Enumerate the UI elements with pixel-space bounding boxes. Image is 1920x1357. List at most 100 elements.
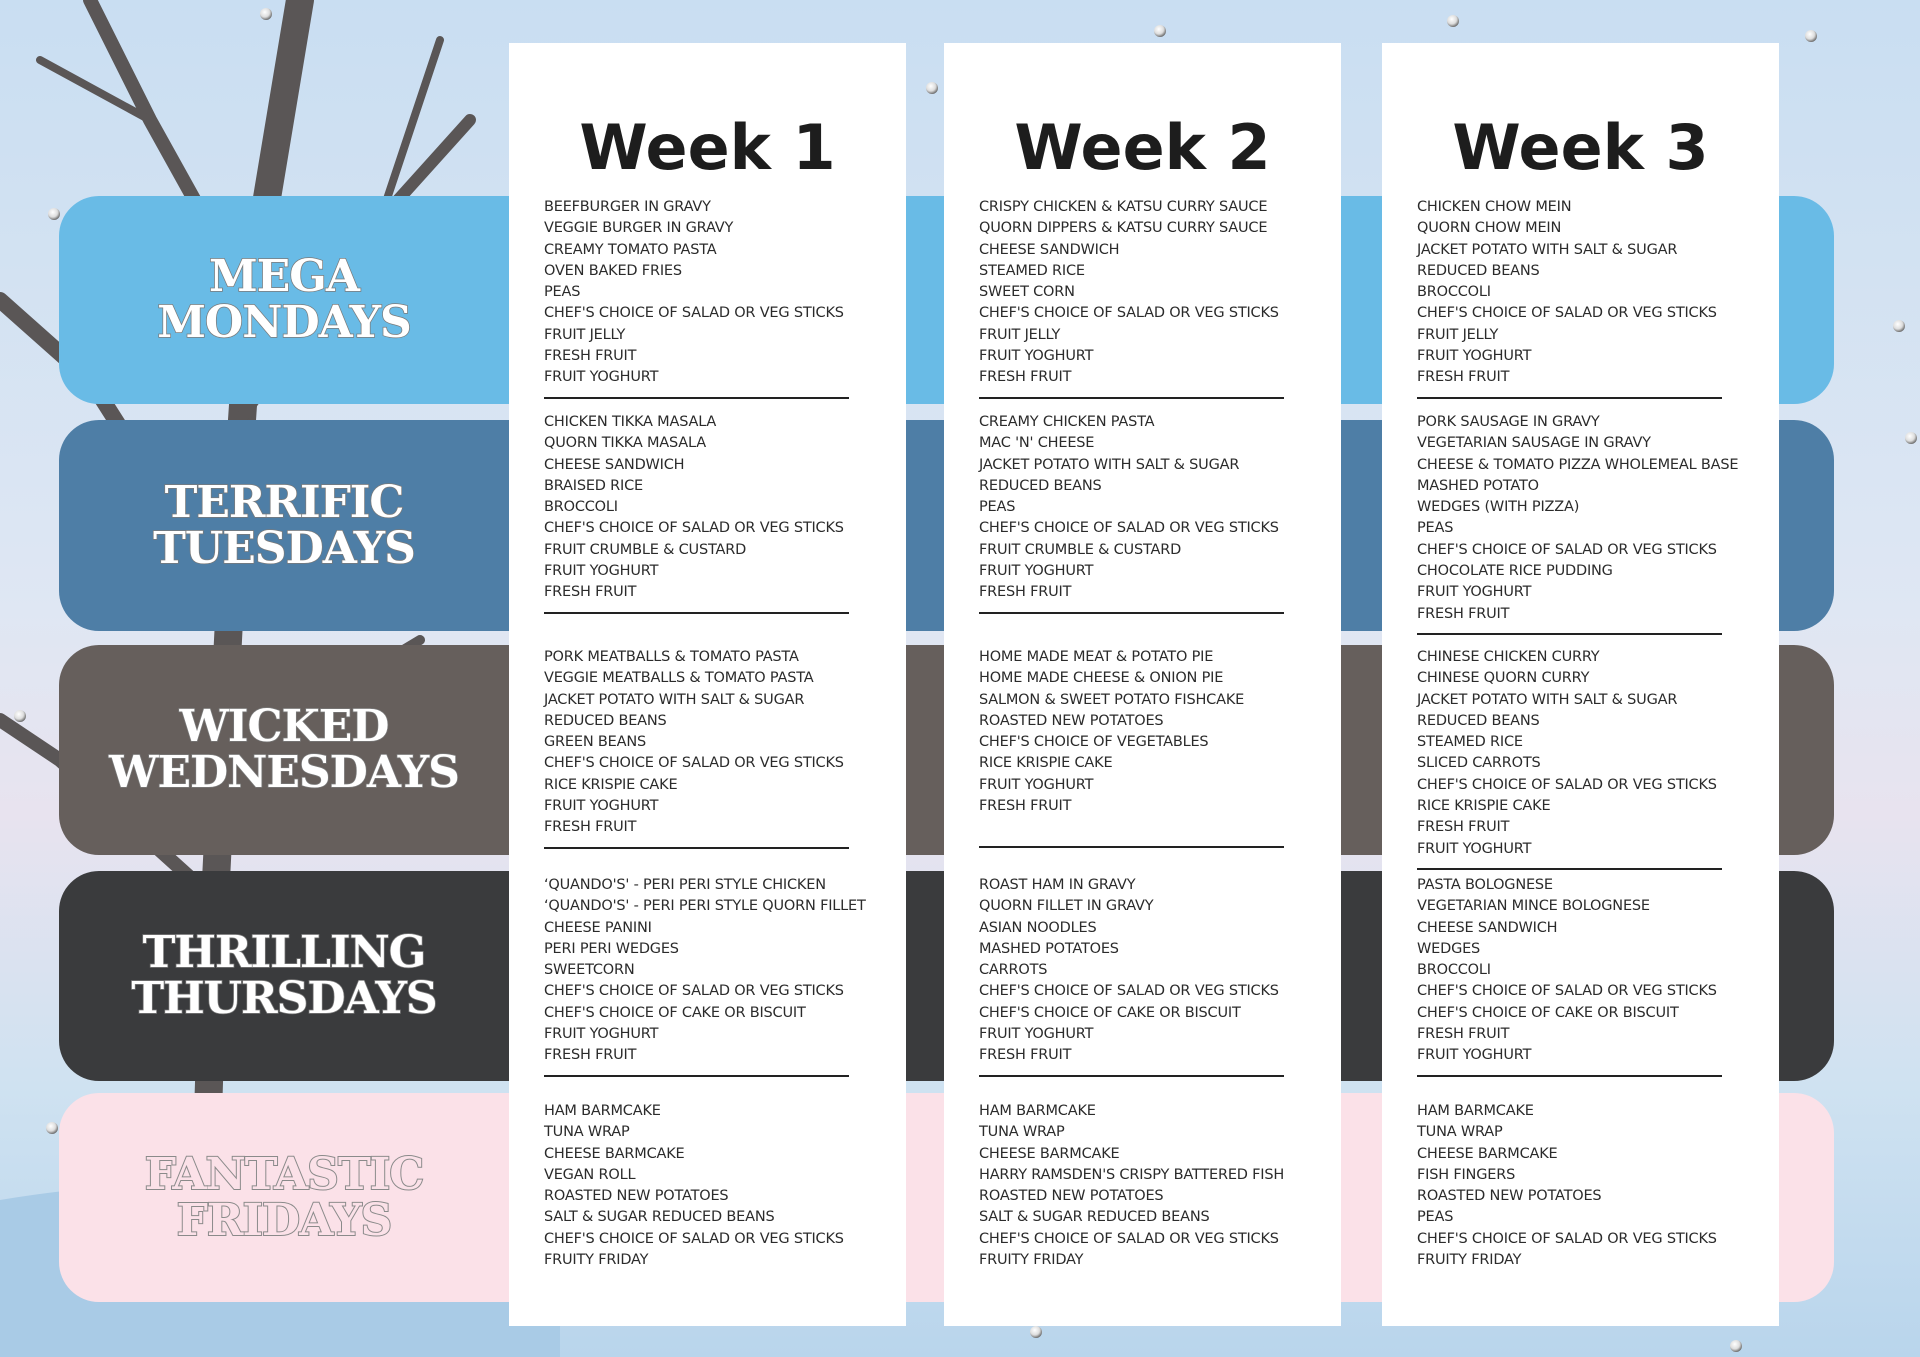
menu-list: ROAST HAM IN GRAVY QUORN FILLET IN GRAVY A…: [979, 875, 1284, 1067]
menu-item: ROASTED NEW POTATOES: [979, 1188, 1164, 1205]
day-menu: ROAST HAM IN GRAVY QUORN FILLET IN GRAVY A…: [979, 875, 1284, 1077]
menu-item: JACKET POTATO WITH SALT & SUGAR: [544, 691, 805, 708]
menu-item: CHEF'S CHOICE OF CAKE OR BISCUIT: [979, 1004, 1241, 1021]
menu-item: QUORN TIKKA MASALA: [544, 435, 706, 452]
menu-item: RICE KRISPIE CAKE: [544, 776, 678, 793]
divider: [979, 1074, 1284, 1077]
snowflake-icon: [46, 1122, 58, 1134]
menu-item: SALT & SUGAR REDUCED BEANS: [979, 1209, 1210, 1226]
menu-item: CHEF'S CHOICE OF SALAD OR VEG STICKS: [1417, 983, 1717, 1000]
menu-item: ROASTED NEW POTATOES: [979, 712, 1164, 729]
menu-item: FRUIT YOGHURT: [544, 563, 659, 580]
menu-item: GREEN BEANS: [544, 734, 646, 751]
menu-item: WEDGES (WITH PIZZA): [1417, 499, 1580, 516]
menu-item: CHEF'S CHOICE OF SALAD OR VEG STICKS: [544, 520, 844, 537]
snowflake-icon: [1893, 320, 1905, 332]
divider: [544, 1074, 849, 1077]
menu-item: REDUCED BEANS: [544, 712, 667, 729]
divider: [1417, 632, 1722, 635]
day-label-thursday: THRILLING THURSDAYS: [131, 927, 439, 1024]
menu-item: FRUITY FRIDAY: [544, 1252, 649, 1269]
day-menu: HAM BARMCAKE TUNA WRAP CHEESE BARMCAKE FISH…: [1417, 1101, 1717, 1292]
menu-item: FRUITY FRIDAY: [979, 1252, 1084, 1269]
menu-item: CHEF'S CHOICE OF SALAD OR VEG STICKS: [544, 1230, 844, 1247]
menu-item: SALT & SUGAR REDUCED BEANS: [544, 1209, 775, 1226]
menu-item: PORK MEATBALLS & TOMATO PASTA: [544, 649, 799, 665]
day-menu: CHINESE CHICKEN CURRY CHINESE QUORN CURRY…: [1417, 647, 1722, 870]
menu-item: ASIAN NOODLES: [979, 919, 1097, 936]
menu-item: VEGGIE MEATBALLS & TOMATO PASTA: [544, 670, 814, 687]
menu-item: OVEN BAKED FRIES: [544, 262, 682, 279]
menu-item: FRESH FRUIT: [544, 819, 637, 836]
day-menu: CHICKEN TIKKA MASALA QUORN TIKKA MASALA CH…: [544, 412, 849, 614]
menu-item: JACKET POTATO WITH SALT & SUGAR: [1417, 691, 1678, 708]
menu-item: SALMON & SWEET POTATO FISHCAKE: [979, 691, 1245, 708]
menu-item: FRUIT JELLY: [544, 326, 626, 343]
menu-item: BROCCOLI: [1417, 962, 1491, 979]
day-menu: CHICKEN CHOW MEIN QUORN CHOW MEIN JACKET P…: [1417, 197, 1722, 399]
menu-item: CHEF'S CHOICE OF SALAD OR VEG STICKS: [1417, 1230, 1717, 1247]
menu-item: PEAS: [544, 284, 581, 301]
day-label-friday: FANTASTIC FRIDAYS: [144, 1148, 426, 1246]
menu-item: CHEF'S CHOICE OF SALAD OR VEG STICKS: [979, 305, 1279, 322]
menu-item: VEGETARIAN MINCE BOLOGNESE: [1417, 898, 1650, 915]
snowflake-icon: [14, 710, 26, 722]
menu-item: ROASTED NEW POTATOES: [1417, 1188, 1602, 1205]
menu-item: CREAMY TOMATO PASTA: [544, 241, 717, 258]
menu-item: FRESH FRUIT: [1417, 369, 1510, 386]
menu-item: ‘QUANDO'S' - PERI PERI STYLE QUORN FILLE…: [544, 898, 866, 915]
menu-item: FRESH FRUIT: [1417, 819, 1510, 836]
menu-item: PEAS: [1417, 520, 1454, 537]
menu-item: FRUIT YOGHURT: [979, 776, 1094, 793]
menu-item: CHICKEN TIKKA MASALA: [544, 414, 717, 430]
divider: [544, 396, 849, 399]
menu-list: PORK SAUSAGE IN GRAVY VEGETARIAN SAUSAGE …: [1417, 412, 1739, 625]
week-1-card: Week 1 BEEFBURGER IN GRAVY VEGGIE BURGER I…: [509, 43, 906, 1326]
menu-item: CHEF'S CHOICE OF SALAD OR VEG STICKS: [544, 755, 844, 772]
menu-item: HARRY RAMSDEN'S CRISPY BATTERED FISH: [979, 1166, 1285, 1183]
menu-item: STEAMED RICE: [1417, 734, 1523, 751]
menu-item: FRUIT CRUMBLE & CUSTARD: [979, 541, 1182, 558]
menu-item: TUNA WRAP: [544, 1124, 630, 1141]
menu-item: CHINESE QUORN CURRY: [1417, 670, 1590, 687]
menu-item: FRESH FRUIT: [1417, 605, 1510, 622]
menu-item: FRESH FRUIT: [544, 1047, 637, 1064]
menu-item: CHEF'S CHOICE OF SALAD OR VEG STICKS: [1417, 305, 1717, 322]
week-3-card: Week 3 CHICKEN CHOW MEIN QUORN CHOW MEIN JA…: [1382, 43, 1779, 1326]
menu-item: CHEF'S CHOICE OF SALAD OR VEG STICKS: [544, 305, 844, 322]
snowflake-icon: [48, 208, 60, 220]
menu-item: QUORN FILLET IN GRAVY: [979, 898, 1154, 915]
menu-item: TUNA WRAP: [979, 1124, 1065, 1141]
snowflake-icon: [1730, 1340, 1742, 1352]
snowflake-icon: [1447, 15, 1459, 27]
menu-item: SWEET CORN: [979, 284, 1075, 301]
menu-item: FRESH FRUIT: [1417, 1026, 1510, 1043]
menu-item: FRUIT YOGHURT: [544, 1026, 659, 1043]
menu-list: PORK MEATBALLS & TOMATO PASTA VEGGIE MEAT…: [544, 647, 849, 839]
menu-item: SLICED CARROTS: [1417, 755, 1541, 772]
menu-item: CHEF'S CHOICE OF VEGETABLES: [979, 734, 1209, 751]
menu-item: VEGGIE BURGER IN GRAVY: [544, 220, 734, 237]
divider: [979, 846, 1284, 848]
menu-item: CHEF'S CHOICE OF SALAD OR VEG STICKS: [979, 1230, 1279, 1247]
day-label-wednesday: WICKED WEDNESDAYS: [108, 701, 460, 798]
menu-item: JACKET POTATO WITH SALT & SUGAR: [1417, 241, 1678, 258]
snowflake-icon: [260, 8, 272, 20]
menu-item: MASHED POTATOES: [979, 940, 1119, 957]
divider: [1417, 867, 1722, 870]
day-label-tuesday: TERRIFIC TUESDAYS: [152, 476, 416, 574]
menu-item: CHEESE BARMCAKE: [979, 1145, 1120, 1162]
menu-item: VEGETARIAN SAUSAGE IN GRAVY: [1417, 435, 1651, 452]
day-menu: PORK SAUSAGE IN GRAVY VEGETARIAN SAUSAGE …: [1417, 412, 1739, 635]
menu-item: CHEF'S CHOICE OF SALAD OR VEG STICKS: [1417, 541, 1717, 558]
menu-list: ‘QUANDO'S' - PERI PERI STYLE CHICKEN ‘QUA…: [544, 875, 866, 1067]
menu-item: CHEESE SANDWICH: [979, 241, 1120, 258]
menu-item: FRUIT YOGHURT: [1417, 584, 1532, 601]
menu-item: FRUIT YOGHURT: [979, 563, 1094, 580]
menu-item: CHINESE CHICKEN CURRY: [1417, 649, 1600, 665]
menu-item: PASTA BOLOGNESE: [1417, 877, 1553, 893]
menu-item: ROASTED NEW POTATOES: [544, 1188, 729, 1205]
menu-item: RICE KRISPIE CAKE: [979, 755, 1113, 772]
menu-item: FRESH FRUIT: [544, 584, 637, 601]
day-label-monday: MEGA MONDAYS: [156, 251, 412, 348]
